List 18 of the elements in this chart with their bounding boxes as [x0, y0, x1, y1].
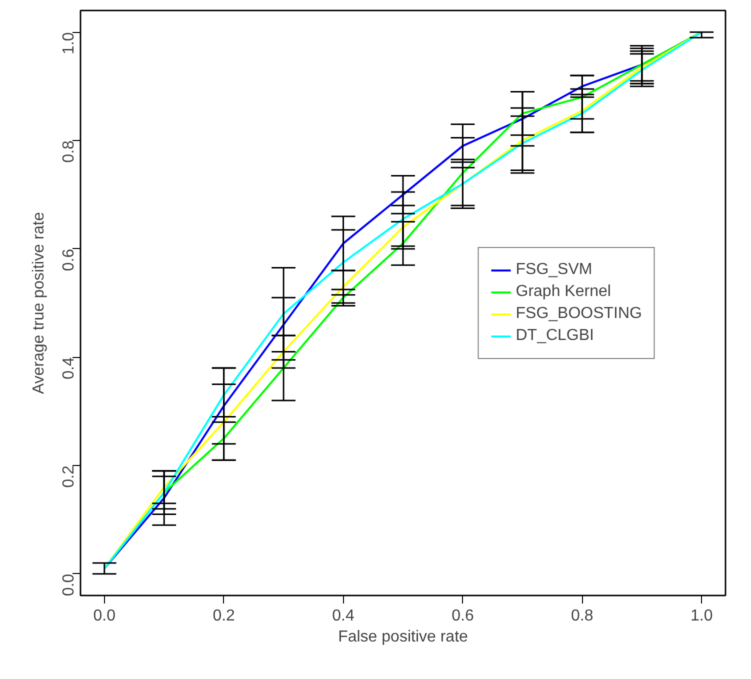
y-tick-label: 1.0	[60, 32, 78, 54]
legend-label: Graph Kernel	[516, 282, 611, 300]
x-tick-label: 0.0	[93, 608, 116, 624]
legend-label: DT_CLGBI	[516, 326, 594, 344]
x-tick-label: 0.8	[571, 608, 594, 624]
y-tick-label: 0.8	[60, 140, 78, 163]
legend-label: FSG_BOOSTING	[516, 304, 642, 322]
x-tick-label: 1.0	[690, 608, 713, 624]
legend-label: FSG_SVM	[516, 260, 592, 278]
x-tick-label: 0.2	[212, 608, 236, 624]
y-tick-label: 0.6	[60, 248, 78, 272]
y-tick-label: 0.4	[60, 357, 78, 380]
x-tick-label: 0.4	[332, 608, 354, 624]
y-tick-label: 0.0	[60, 574, 78, 596]
x-tick-label: 0.6	[452, 608, 474, 624]
y-axis-title: Average true positive rate	[30, 212, 48, 394]
y-tick-label: 0.2	[60, 465, 78, 488]
x-axis-title: False positive rate	[338, 628, 468, 646]
